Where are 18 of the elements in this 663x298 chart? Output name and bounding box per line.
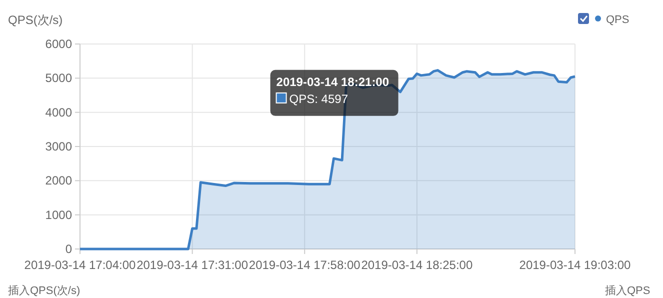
legend-label: QPS [606, 14, 630, 26]
annotation: 2019-03-14 18:21:00 [276, 74, 390, 89]
y-tick-label: 2000 [45, 174, 72, 188]
y-axis-title: QPS(次/s) [8, 13, 63, 27]
y-tick-label: 1000 [45, 208, 72, 222]
x-tick-label: 2019-03-14 18:25:00 [361, 258, 473, 272]
y-tick-label: 0 [65, 242, 72, 256]
y-tick-label: 6000 [45, 37, 72, 51]
x-tick-label: 2019-03-14 17:58:00 [248, 258, 361, 272]
text: 插入QPS [605, 284, 650, 297]
annotation: QPS: 4597 [289, 92, 348, 106]
y-tick-label: 5000 [45, 71, 72, 86]
text: 插入QPS(次/s) [8, 284, 80, 297]
y-tick-label: 3000 [45, 140, 72, 154]
x-tick-label: 2019-03-14 17:31:00 [136, 258, 248, 272]
x-tick-label: 2019-03-14 19:03:00 [519, 258, 632, 272]
y-tick-label: 4000 [45, 105, 72, 120]
x-tick-label: 2019-03-14 17:04:00 [24, 258, 136, 272]
